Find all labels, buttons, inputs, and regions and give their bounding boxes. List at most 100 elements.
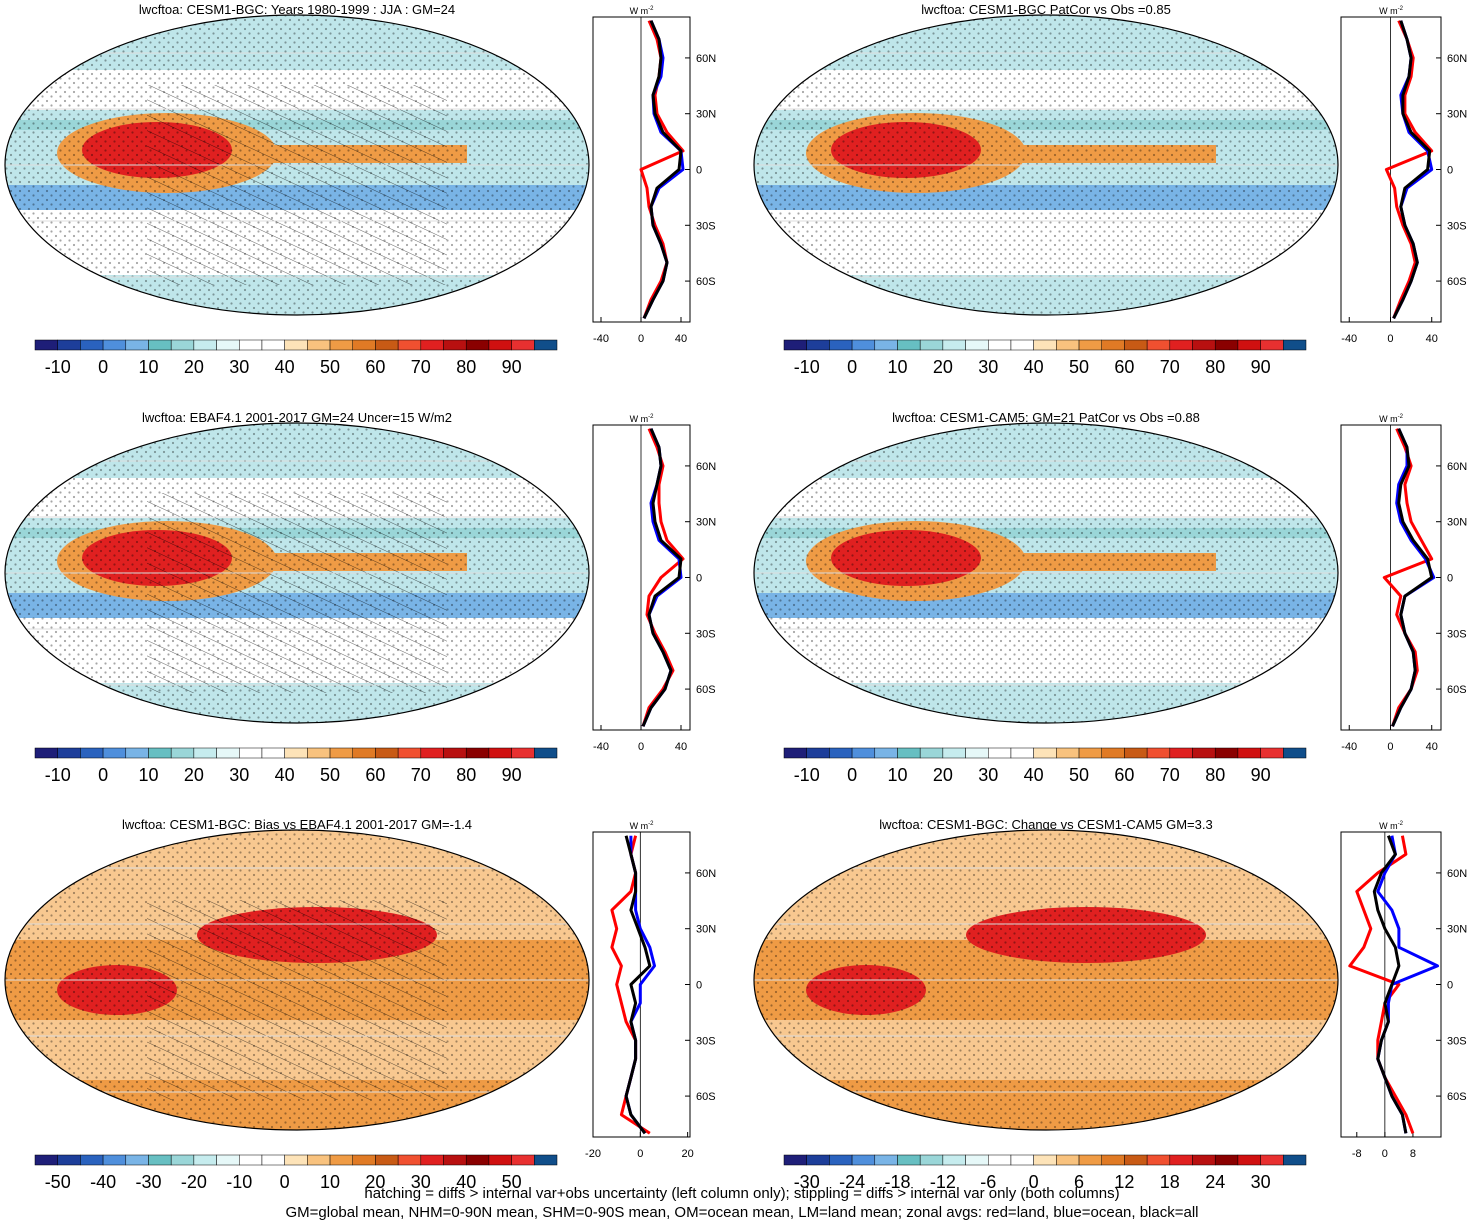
x-tick-label: 40 [675,333,687,345]
colorbar-label: 20 [365,1172,385,1192]
colorbar-box [1283,339,1307,351]
colorbar-label: -30 [794,1172,820,1192]
colorbar-box [239,1154,263,1166]
colorbar-label: 6 [1074,1172,1084,1192]
colorbar-box [284,339,308,351]
map-field [5,423,589,723]
colorbar-box [874,747,898,759]
unit-sup: -2 [648,414,654,420]
colorbar-box [375,339,399,351]
colorbar-label: 60 [1114,357,1134,377]
colorbar-box [806,1154,830,1166]
plot-frame [592,424,691,731]
colorbar-box [307,339,331,351]
colorbar-box [488,747,512,759]
colorbar-box [919,339,944,351]
colorbar-box [57,339,81,351]
colorbar-label: 10 [138,765,158,785]
colorbar-box [829,339,853,351]
colorbar-box [102,747,127,759]
colorbar-label: 60 [365,765,385,785]
colorbar-label: 70 [1160,357,1180,377]
colorbar-label: -18 [884,1172,910,1192]
colorbar-label: 50 [320,357,340,377]
unit: W m [630,414,649,424]
plot-frame [1340,424,1442,731]
colorbar-box [829,1154,853,1166]
colorbar-box [1214,747,1239,759]
colorbar-box [1010,339,1034,351]
colorbar-box [170,1154,195,1166]
x-tick-label: 0 [1382,1148,1388,1160]
colorbar-box [1124,747,1148,759]
colorbar-box [1237,1154,1261,1166]
y-tick-label: 60S [696,1091,716,1103]
colorbar-label: -30 [135,1172,161,1192]
colorbar-box [57,1154,81,1166]
colorbar-box [1101,339,1125,351]
colorbar-label: 30 [411,1172,431,1192]
hatching [147,85,447,285]
map-border [753,422,1339,724]
map [4,14,590,316]
colorbar-box [965,747,989,759]
colorbar-box [420,1154,444,1166]
colorbar-box [942,747,966,759]
colorbar-box [261,339,285,351]
y-tick-label: 30N [1447,517,1467,529]
colorbar-box [1283,747,1307,759]
colorbar-box [420,339,444,351]
colorbar-box [1101,747,1125,759]
y-tick-label: 30S [696,628,716,640]
colorbar-label: 0 [280,1172,290,1192]
zonal-line [1372,835,1408,1134]
colorbar-label: 60 [1114,765,1134,785]
colorbar-label: -10 [794,357,820,377]
colorbar-label: 0 [98,765,108,785]
colorbar-label: 80 [456,357,476,377]
colorbar-box [443,339,467,351]
y-tick-label: 30N [1447,924,1467,936]
colorbar-box [148,1154,172,1166]
y-tick-label: 0 [696,165,702,177]
colorbar-box [1192,747,1216,759]
colorbar-box [806,339,830,351]
colorbar-box [1056,339,1080,351]
colorbar-box [125,1154,149,1166]
colorbar-label: 20 [933,765,953,785]
colorbar-box [1283,1154,1307,1166]
colorbar-label: 10 [887,357,907,377]
x-tick-label: 40 [675,741,687,753]
colorbar-label: -10 [794,765,820,785]
colorbar-box [193,747,217,759]
colorbar-box [1146,339,1171,351]
colorbar-box [851,1154,876,1166]
x-tick-label: 0 [637,1148,643,1160]
colorbar-box [1260,747,1284,759]
colorbar-box [284,747,308,759]
y-tick-label: 0 [1447,165,1453,177]
colorbar-box [125,747,149,759]
colorbar-label: 80 [1205,765,1225,785]
y-tick-label: 60N [696,461,716,473]
unit-sup: -2 [1398,414,1404,420]
colorbar-box [1169,747,1193,759]
colorbar-box [239,339,263,351]
y-tick-label: 60N [696,53,716,65]
colorbar-box [851,339,876,351]
colorbar-box [1192,1154,1216,1166]
colorbar-box [829,747,853,759]
map [4,422,590,724]
colorbar-box [897,339,921,351]
y-tick-label: 30N [696,517,716,529]
panel-title: lwcftoa: CESM1-BGC PatCor vs Obs =0.85 [921,2,1171,17]
y-tick-label: 0 [696,980,702,992]
colorbar-box [170,339,195,351]
zonal-line [1392,20,1432,319]
panel-title: lwcftoa: CESM1-CAM5: GM=21 PatCor vs Obs… [892,410,1200,425]
colorbar-box [1056,747,1080,759]
colorbar-box [465,747,490,759]
colorbar-box [1237,339,1261,351]
map [753,422,1339,724]
unit: W m [1379,414,1398,424]
